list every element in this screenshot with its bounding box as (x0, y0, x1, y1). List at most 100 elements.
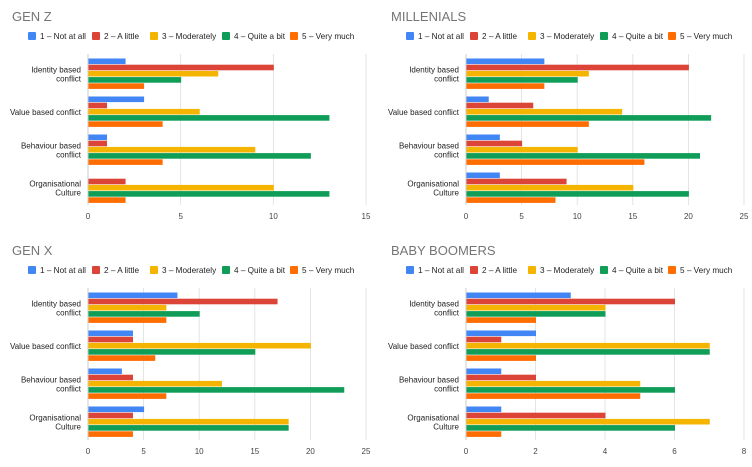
x-tick-label: 10 (573, 212, 582, 221)
category-label: Value based conflict (10, 342, 82, 351)
category-label: Identity based conflict (31, 300, 82, 318)
bar (466, 431, 502, 437)
bar (88, 134, 108, 141)
legend-label: 5 – Very much (302, 266, 355, 275)
bar (466, 197, 556, 203)
legend-label: 4 – Quite a bit (612, 32, 664, 41)
x-tick-label: 0 (86, 447, 91, 456)
category-label: Identity based conflict (409, 300, 460, 318)
bar (88, 96, 145, 103)
legend-swatch (668, 266, 676, 274)
bar (88, 191, 330, 197)
bar (88, 418, 289, 425)
x-tick-label: 6 (672, 447, 677, 456)
category-label: Value based conflict (10, 108, 82, 117)
bar (88, 311, 200, 317)
x-tick-label: 10 (269, 212, 278, 221)
bar (466, 121, 589, 127)
bar (466, 153, 701, 159)
bar (88, 140, 108, 147)
bar (88, 159, 163, 165)
bar (466, 70, 589, 77)
bar (88, 197, 126, 203)
x-tick-label: 25 (740, 212, 749, 221)
bar (466, 83, 545, 89)
legend-label: 2 – A little (104, 266, 139, 275)
x-tick-label: 15 (250, 447, 259, 456)
bar (466, 108, 623, 115)
legend-label: 2 – A little (482, 266, 517, 275)
legend-label: 1 – Not at all (40, 32, 86, 41)
x-tick-label: 0 (86, 212, 91, 221)
legend-swatch (290, 32, 298, 40)
bar (466, 418, 710, 425)
chart-panel-4: BABY BOOMERS 1 – Not at all 2 – A little 3 … (388, 243, 747, 456)
bar (88, 431, 133, 437)
bar (466, 380, 641, 387)
category-label: Identity based conflict (31, 66, 82, 84)
bar (466, 159, 645, 165)
bar (466, 387, 675, 393)
legend-swatch (470, 32, 478, 40)
chart-title: GEN X (12, 243, 53, 258)
legend-label: 5 – Very much (680, 32, 733, 41)
bar (466, 336, 502, 343)
legend-swatch (290, 266, 298, 274)
bar (466, 134, 500, 141)
legend-swatch (150, 266, 158, 274)
bar (88, 178, 126, 185)
legend-swatch (92, 32, 100, 40)
category-label: Identity based conflict (409, 66, 460, 84)
category-label: Value based conflict (388, 108, 460, 117)
category-label: Behaviour based conflict (21, 142, 82, 160)
bar (466, 393, 641, 399)
bar (88, 406, 145, 413)
legend-swatch (528, 32, 536, 40)
legend-label: 1 – Not at all (40, 266, 86, 275)
bar (88, 70, 219, 77)
category-label: Behaviour based conflict (21, 376, 82, 394)
bar (466, 146, 578, 153)
x-tick-label: 4 (603, 447, 608, 456)
legend-swatch (470, 266, 478, 274)
bar (88, 292, 178, 299)
x-tick-label: 15 (628, 212, 637, 221)
legend-label: 3 – Moderately (540, 266, 595, 275)
legend-swatch (406, 266, 414, 274)
bar (466, 172, 500, 179)
legend-swatch (28, 266, 36, 274)
bar (88, 425, 289, 431)
bar (466, 96, 489, 103)
bar (466, 191, 689, 197)
legend-label: 2 – A little (104, 32, 139, 41)
bar (88, 342, 311, 349)
x-tick-label: 15 (362, 212, 371, 221)
bar (88, 412, 133, 419)
bar (466, 140, 523, 147)
legend-swatch (92, 266, 100, 274)
bar (466, 317, 536, 323)
chart-panel-3: GEN X 1 – Not at all 2 – A little 3 – Moder… (10, 243, 371, 456)
bar (88, 64, 274, 71)
chart-panel-1: GEN Z 1 – Not at all 2 – A little 3 – Moder… (10, 9, 371, 221)
bar (466, 178, 567, 185)
x-tick-label: 5 (178, 212, 183, 221)
legend-label: 4 – Quite a bit (612, 266, 664, 275)
bar (88, 102, 108, 109)
bar (466, 58, 545, 65)
bar (466, 374, 536, 381)
legend-swatch (528, 266, 536, 274)
bar (88, 121, 163, 127)
bar (88, 184, 274, 191)
bar (88, 374, 133, 381)
bar (466, 311, 606, 317)
legend-label: 3 – Moderately (162, 266, 217, 275)
bar (88, 115, 330, 121)
bar (88, 317, 167, 323)
bar (88, 304, 167, 311)
bar (466, 184, 634, 191)
bar (466, 102, 534, 109)
legend-label: 3 – Moderately (162, 32, 217, 41)
category-label: Organisational Culture (407, 180, 459, 198)
